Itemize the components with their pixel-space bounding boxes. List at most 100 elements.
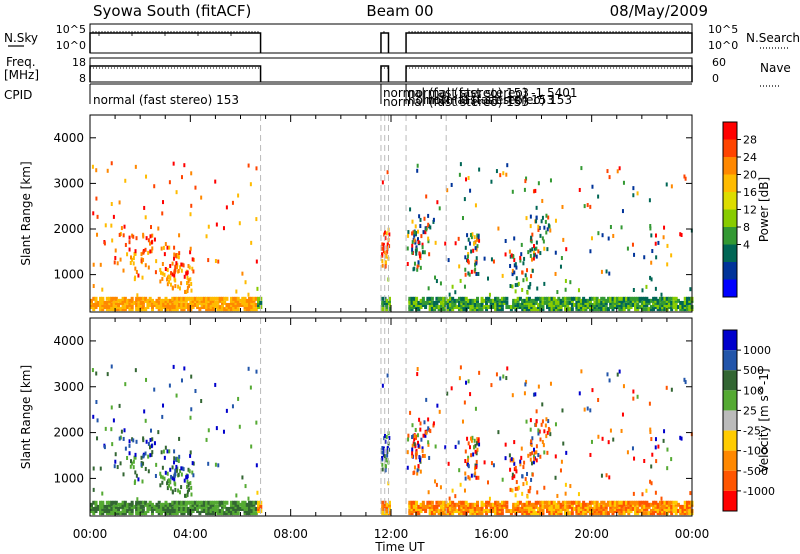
undefined-cell [494, 307, 498, 312]
undefined-cell [676, 298, 680, 303]
undefined-cell [256, 490, 259, 495]
undefined-cell [103, 504, 107, 509]
undefined-cell [459, 162, 462, 167]
undefined-cell [620, 300, 624, 305]
undefined-cell [595, 500, 599, 505]
undefined-cell [541, 236, 544, 241]
colorbar-swatch [723, 410, 737, 431]
undefined-cell [225, 511, 229, 516]
undefined-cell [527, 506, 531, 511]
undefined-cell [521, 305, 525, 310]
undefined-cell [108, 305, 112, 310]
undefined-cell [173, 273, 176, 278]
undefined-cell [124, 446, 127, 451]
undefined-cell [634, 509, 638, 514]
undefined-cell [137, 273, 140, 278]
undefined-cell [207, 461, 210, 466]
undefined-cell [198, 296, 202, 301]
undefined-cell [384, 439, 387, 444]
undefined-cell [532, 302, 536, 307]
undefined-cell [198, 307, 202, 312]
undefined-cell [650, 277, 653, 282]
undefined-cell [537, 431, 540, 436]
undefined-cell [180, 502, 184, 507]
undefined-cell [211, 298, 215, 303]
undefined-cell [631, 502, 635, 507]
undefined-cell [622, 506, 626, 511]
undefined-cell [435, 482, 438, 487]
undefined-cell [652, 302, 656, 307]
undefined-cell [577, 506, 581, 511]
undefined-cell [247, 163, 250, 168]
undefined-cell [232, 504, 236, 509]
undefined-cell [209, 298, 213, 303]
undefined-cell [584, 511, 588, 516]
undefined-cell [509, 458, 512, 463]
undefined-cell [564, 300, 568, 305]
undefined-cell [187, 483, 190, 488]
undefined-cell [147, 441, 150, 446]
undefined-cell [218, 305, 222, 310]
undefined-cell [469, 506, 473, 511]
undefined-cell [439, 485, 442, 490]
undefined-cell [216, 511, 220, 516]
undefined-cell [416, 468, 419, 473]
undefined-cell [434, 444, 437, 449]
undefined-cell [564, 511, 568, 516]
undefined-cell [234, 511, 238, 516]
undefined-cell [514, 493, 517, 498]
undefined-cell [609, 506, 613, 511]
undefined-cell [200, 509, 204, 514]
undefined-cell [566, 500, 570, 505]
undefined-cell [552, 300, 556, 305]
undefined-cell [615, 298, 619, 303]
undefined-cell [521, 491, 524, 496]
undefined-cell [137, 506, 141, 511]
undefined-cell [415, 452, 418, 457]
undefined-cell [658, 296, 662, 301]
undefined-cell [415, 502, 419, 507]
undefined-cell [444, 300, 448, 305]
undefined-cell [254, 511, 258, 516]
undefined-cell [110, 364, 113, 369]
undefined-cell [564, 296, 568, 301]
undefined-cell [190, 485, 193, 490]
undefined-cell [627, 305, 631, 310]
undefined-cell [472, 452, 475, 457]
undefined-cell [595, 504, 599, 509]
undefined-cell [384, 433, 387, 438]
undefined-cell [462, 500, 466, 505]
undefined-cell [112, 509, 116, 514]
undefined-cell [531, 472, 534, 477]
undefined-cell [184, 502, 188, 507]
undefined-cell [118, 403, 121, 408]
undefined-cell [442, 511, 446, 516]
undefined-cell [121, 500, 125, 505]
undefined-cell [432, 219, 435, 224]
undefined-cell [595, 506, 599, 511]
undefined-cell [593, 504, 597, 509]
undefined-cell [645, 296, 649, 301]
undefined-cell [439, 281, 442, 286]
undefined-cell [618, 502, 622, 507]
undefined-cell [480, 504, 484, 509]
undefined-cell [426, 502, 430, 507]
undefined-cell [681, 509, 685, 514]
undefined-cell [579, 511, 583, 516]
undefined-cell [136, 497, 139, 502]
undefined-cell [421, 500, 425, 505]
undefined-cell [387, 298, 391, 303]
undefined-cell [661, 307, 665, 312]
undefined-cell [465, 380, 468, 385]
undefined-cell [535, 422, 538, 427]
undefined-cell [532, 250, 535, 255]
undefined-cell [649, 502, 653, 507]
undefined-cell [189, 504, 193, 509]
undefined-cell [150, 452, 153, 457]
undefined-cell [464, 255, 467, 260]
undefined-cell [211, 305, 215, 310]
undefined-cell [455, 298, 459, 303]
cpid-segment-label: normal (fast stereo) -1 5401 [408, 86, 577, 100]
undefined-cell [514, 465, 517, 470]
undefined-cell [487, 276, 490, 281]
